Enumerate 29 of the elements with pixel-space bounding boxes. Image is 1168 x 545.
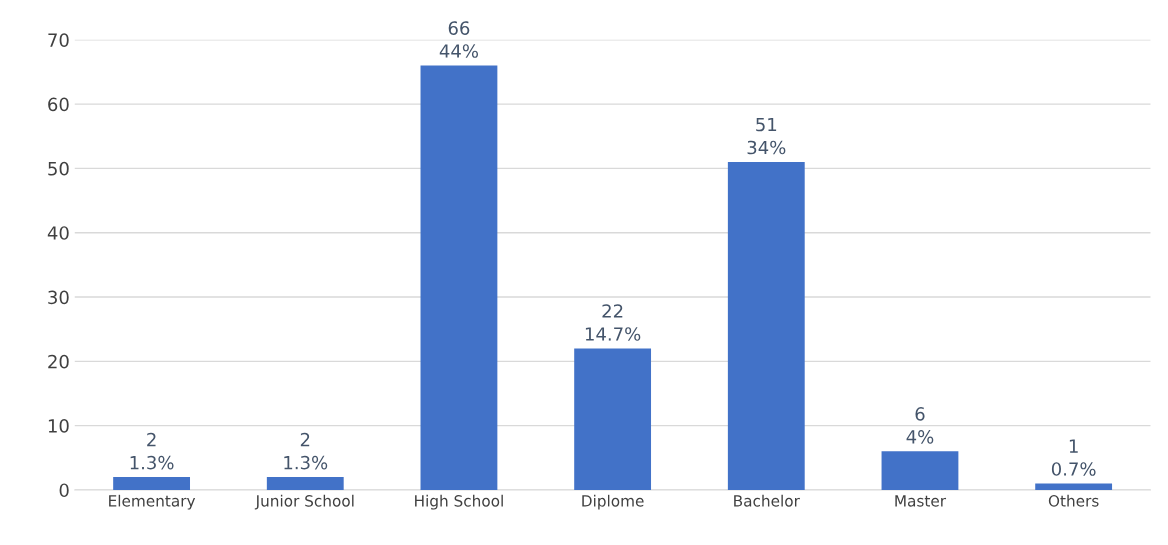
y-tick-label: 0 <box>59 483 69 498</box>
y-tick-label: 50 <box>48 161 69 176</box>
data-label: 1 0.7% <box>1051 439 1096 476</box>
x-tick-label: Junior School <box>254 494 354 510</box>
bar <box>420 65 498 490</box>
bar <box>113 477 191 490</box>
data-label: 6 4% <box>906 407 934 444</box>
bar <box>727 161 805 490</box>
bar <box>881 451 959 490</box>
data-label: 2 1.3% <box>130 432 174 470</box>
x-tick-label: Master <box>895 495 947 507</box>
bar <box>266 477 344 490</box>
data-label: 22 14.7% <box>585 304 641 341</box>
data-label: 66 44% <box>439 21 479 58</box>
x-tick-label: Bachelor <box>734 494 800 507</box>
y-tick-label: 30 <box>48 290 69 305</box>
data-label: 2 1.3% <box>284 432 328 470</box>
bar <box>1035 483 1113 490</box>
y-tick-label: 70 <box>48 33 69 47</box>
data-label: 51 34% <box>747 117 786 155</box>
x-tick-label: Others <box>1048 494 1099 507</box>
y-tick-label: 60 <box>48 97 69 112</box>
x-tick-label: Diplome <box>582 494 644 510</box>
y-tick-label: 40 <box>47 226 69 240</box>
bar <box>574 348 652 490</box>
y-tick-label: 20 <box>48 354 69 369</box>
x-tick-label: High School <box>415 494 503 510</box>
y-tick-label: 10 <box>48 419 69 433</box>
x-tick-label: Elementary <box>109 494 196 510</box>
